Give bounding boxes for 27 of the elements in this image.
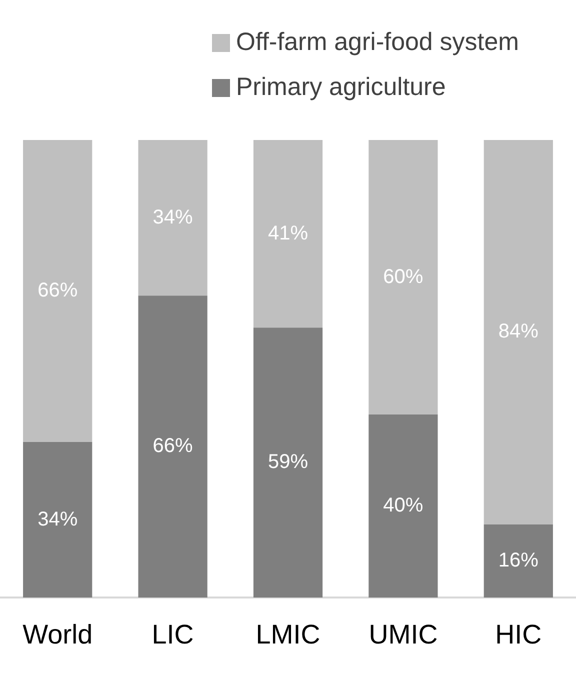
data-label: 84% [498, 320, 539, 343]
legend-label: Off-farm agri-food system [236, 28, 519, 57]
data-label: 66% [38, 280, 78, 302]
data-label: 40% [383, 494, 424, 517]
x-tick-label: UMIC [368, 619, 438, 650]
bar [23, 442, 92, 598]
data-label: 59% [268, 451, 308, 474]
legend-label: Primary agriculture [236, 73, 446, 102]
bar [368, 414, 438, 598]
bar [484, 524, 553, 598]
x-tick-label: LMIC [256, 619, 320, 650]
data-label: 41% [268, 222, 308, 244]
bar [484, 140, 553, 524]
bar [138, 140, 208, 296]
bar [253, 140, 323, 328]
data-label: 66% [152, 435, 194, 458]
bar [23, 140, 92, 442]
x-tick-label: LIC [152, 619, 194, 650]
x-tick-label: HIC [495, 619, 542, 650]
data-label: 16% [498, 550, 539, 572]
bar [138, 296, 208, 598]
data-label: 34% [152, 206, 194, 228]
data-label: 60% [383, 266, 424, 288]
bar [368, 140, 438, 415]
data-label: 34% [38, 508, 78, 530]
bar [253, 328, 323, 598]
x-tick-label: World [22, 619, 93, 650]
